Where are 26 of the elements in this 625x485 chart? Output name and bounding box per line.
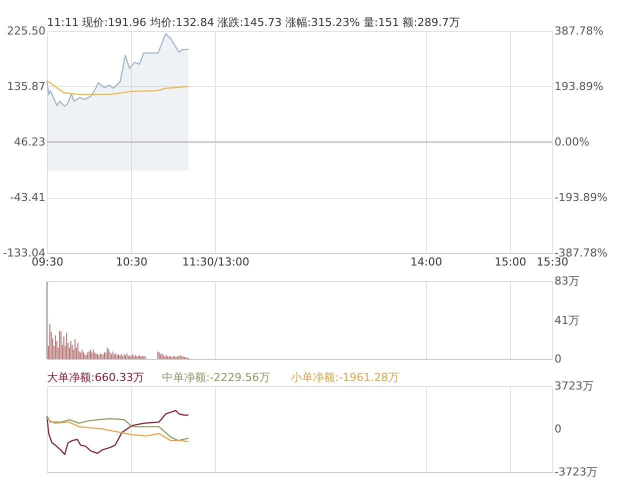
x-tick-label: 14:00 <box>410 256 442 268</box>
y-tick-label: 0 <box>554 422 562 436</box>
x-tick-label: 10:30 <box>116 256 148 268</box>
y2-tick-label: 387.78% <box>554 24 604 38</box>
text: 小单净额:-1961.28万 <box>291 371 400 384</box>
text: 中单净额:-2229.56万 <box>162 371 270 384</box>
line-series <box>46 410 189 456</box>
x-tick-label: 09:30 <box>32 256 64 268</box>
y-tick-label: 135.87 <box>7 80 46 93</box>
y-tick-label: -43.41 <box>10 191 46 204</box>
x-tick-label: 11:30/13:00 <box>182 256 250 268</box>
text: 11:11 现价:191.96 均价:132.84 涨跌:145.73 涨幅:315.23% 量:151 额:289.7万 <box>47 16 460 29</box>
y-tick-label: 41万 <box>554 314 580 327</box>
x-tick-label: 15:30 <box>536 256 568 268</box>
y-tick-label: 0 <box>554 352 562 366</box>
y2-tick-label: 193.89% <box>554 80 604 93</box>
y-tick-label: -3723万 <box>554 466 598 478</box>
line-series <box>46 80 189 96</box>
y-tick-label: 3723万 <box>554 380 594 392</box>
text: 大单净额:660.33万 <box>47 371 144 384</box>
y2-tick-label: 0.00% <box>554 136 590 148</box>
y-tick-label: 46.23 <box>14 136 46 148</box>
y2-tick-label: -193.89% <box>554 191 608 204</box>
y-tick-label: 225.50 <box>7 24 46 38</box>
y-tick-label: 83万 <box>554 274 580 288</box>
x-tick-label: 15:00 <box>494 256 526 268</box>
